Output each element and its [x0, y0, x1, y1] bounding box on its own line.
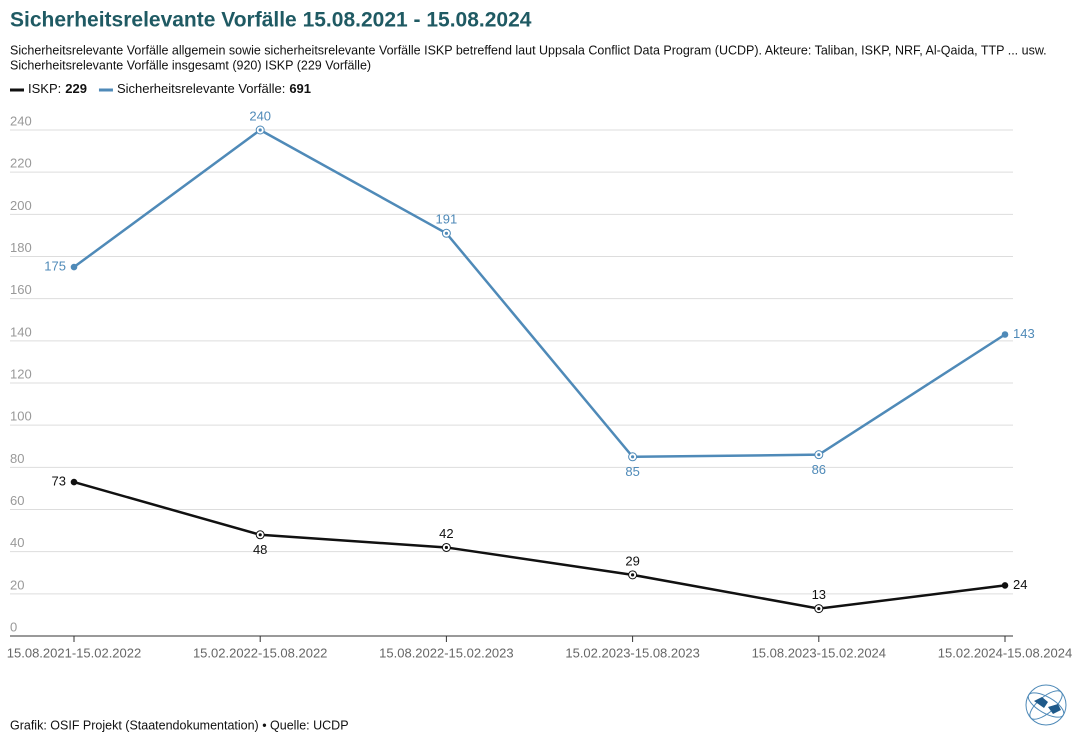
point — [70, 478, 78, 486]
subtitle: Sicherheitsrelevante Vorfälle insgesamt … — [10, 58, 371, 72]
data-label: 48 — [253, 542, 267, 557]
data-label: 86 — [812, 462, 826, 477]
point-dot — [631, 573, 635, 577]
point-dot — [817, 606, 821, 611]
data-label: 29 — [625, 553, 639, 568]
legend-label: ISKP: 229 — [28, 81, 87, 96]
data-label: 191 — [436, 212, 458, 227]
subtitle: Sicherheitsrelevante Vorfälle allgemein … — [10, 43, 1047, 57]
point — [1001, 582, 1009, 589]
x-tick-label: 15.08.2022-15.02.2023 — [379, 645, 513, 660]
legend-label: Sicherheitsrelevante Vorfälle: 691 — [117, 81, 311, 96]
point — [70, 263, 78, 271]
source: Grafik: OSIF Projekt (Staatendokumentati… — [10, 718, 349, 732]
y-tick-label: 220 — [10, 156, 32, 171]
point-dot — [258, 533, 262, 537]
y-tick-label: 0 — [10, 619, 17, 634]
point — [1001, 331, 1009, 338]
point-dot — [817, 453, 821, 457]
chart-title: Sicherheitsrelevante Vorfälle 15.08.2021… — [10, 9, 532, 32]
y-tick-label: 200 — [10, 198, 32, 213]
data-label: 13 — [812, 587, 826, 602]
series-line — [73, 480, 1006, 610]
x-tick-label: 15.02.2024-15.08.2024 — [938, 645, 1072, 660]
data-label: 240 — [249, 108, 271, 123]
point-dot — [444, 231, 448, 235]
data-label: 42 — [439, 526, 453, 541]
point-dot — [631, 455, 635, 459]
x-tick-label: 15.08.2023-15.02.2024 — [752, 645, 886, 660]
y-tick-label: 100 — [10, 409, 32, 424]
logo — [1025, 684, 1067, 726]
legend-name: Sicherheitsrelevante Vorfälle: — [117, 81, 285, 96]
x-tick-label: 15.02.2023-15.08.2023 — [565, 645, 699, 660]
y-tick-label: 40 — [10, 535, 24, 550]
legend-name: ISKP: — [28, 81, 61, 96]
data-label: 85 — [625, 464, 639, 479]
y-tick-label: 120 — [10, 366, 32, 381]
data-label: 175 — [44, 258, 66, 273]
y-tick-label: 60 — [10, 493, 24, 508]
series-line — [73, 128, 1006, 459]
point-dot — [444, 545, 448, 550]
x-tick-label: 15.08.2021-15.02.2022 — [7, 645, 141, 660]
y-tick-label: 240 — [10, 113, 32, 128]
data-label: 143 — [1013, 326, 1035, 341]
data-label: 24 — [1013, 577, 1027, 592]
y-tick-label: 180 — [10, 240, 32, 255]
y-tick-label: 80 — [10, 451, 24, 466]
x-tick-label: 15.02.2022-15.08.2022 — [193, 645, 327, 660]
y-tick-label: 20 — [10, 577, 24, 592]
legend-total: 229 — [65, 81, 87, 96]
data-label: 73 — [52, 474, 66, 489]
point-dot — [258, 128, 262, 132]
y-tick-label: 140 — [10, 324, 32, 339]
y-tick-label: 160 — [10, 282, 32, 297]
legend-total: 691 — [289, 81, 311, 96]
